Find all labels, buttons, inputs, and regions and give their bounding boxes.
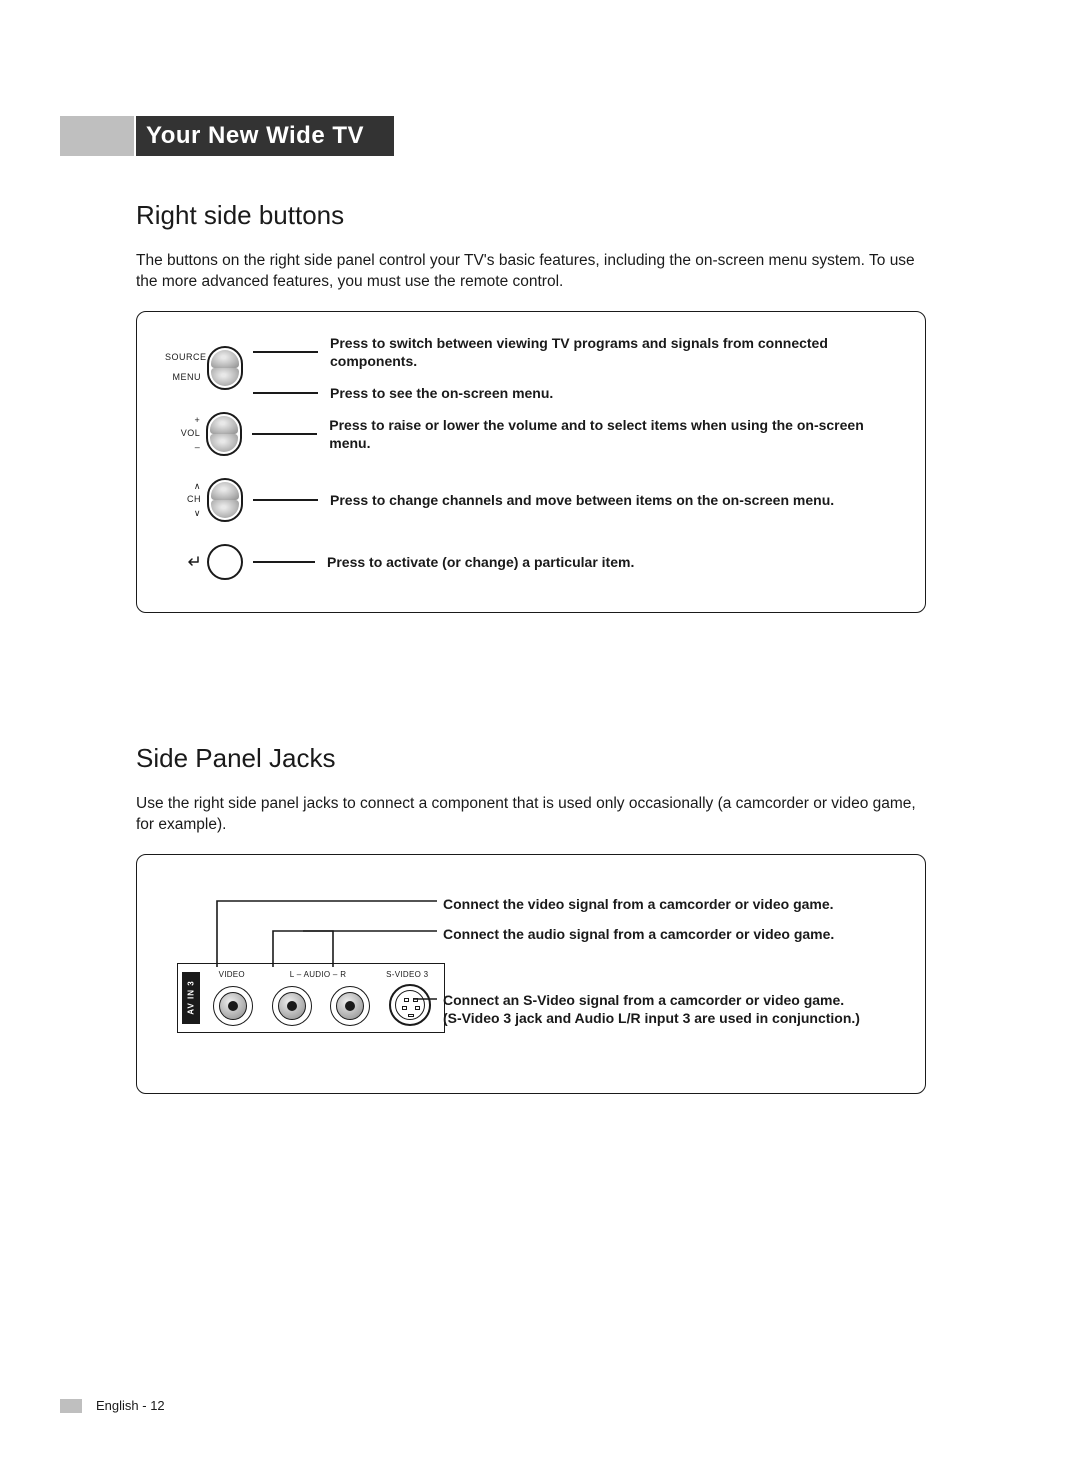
- label-source: SOURCE: [165, 351, 201, 365]
- footer-text: English - 12: [96, 1398, 165, 1413]
- leader-line: [253, 499, 318, 501]
- desc-menu: Press to see the on-screen menu.: [330, 384, 553, 402]
- desc-enter: Press to activate (or change) a particul…: [327, 553, 634, 571]
- desc-source: Press to switch between viewing TV progr…: [330, 334, 897, 370]
- enter-icon: [165, 556, 201, 568]
- av-in-3-label: AV IN 3: [182, 972, 200, 1024]
- section-intro-side-panel-jacks: Use the right side panel jacks to connec…: [136, 794, 926, 836]
- vol-button: [206, 412, 242, 456]
- footer-grey-block: [60, 1399, 82, 1413]
- rca-jack-audio-l: [272, 986, 312, 1026]
- button-label-source-menu: SOURCE MENU: [165, 351, 201, 384]
- button-row-ch: ∧ CH ∨ Press to change channels and move…: [165, 474, 897, 526]
- jack-label-svideo: S-VIDEO 3: [377, 970, 438, 979]
- content-area: Right side buttons The buttons on the ri…: [136, 180, 926, 1094]
- desc-ch: Press to change channels and move betwee…: [330, 491, 834, 509]
- label-ch-down: ∨: [165, 507, 201, 521]
- svideo-jack: [389, 984, 431, 1026]
- page-footer: English - 12: [60, 1398, 165, 1413]
- title-grey-block: [60, 116, 134, 156]
- page-title: Your New Wide TV: [136, 116, 394, 156]
- label-ch-up: ∧: [165, 480, 201, 494]
- label-vol: VOL: [165, 427, 200, 441]
- desc-vol: Press to raise or lower the volume and t…: [329, 416, 897, 452]
- leader-line: [253, 392, 318, 394]
- jack-label-video: VIDEO: [204, 970, 260, 979]
- label-ch: CH: [165, 493, 201, 507]
- label-vol-plus: +: [165, 414, 200, 428]
- rca-jack-video: [213, 986, 253, 1026]
- jack-labels-row: VIDEO L – AUDIO – R S-VIDEO 3: [204, 970, 438, 979]
- label-menu: MENU: [165, 371, 201, 385]
- section-intro-right-side-buttons: The buttons on the right side panel cont…: [136, 251, 926, 293]
- buttons-diagram: SOURCE MENU Press to switch between view…: [136, 311, 926, 613]
- button-label-ch: ∧ CH ∨: [165, 480, 201, 521]
- jack-label-audio: L – AUDIO – R: [260, 970, 377, 979]
- jacks-diagram: Connect the video signal from a camcorde…: [136, 854, 926, 1094]
- button-row-vol: + VOL – Press to raise or lower the volu…: [165, 408, 897, 460]
- leader-line: [253, 351, 318, 353]
- button-label-vol: + VOL –: [165, 414, 200, 455]
- jacks-panel: AV IN 3 VIDEO L – AUDIO – R S-VIDEO 3: [177, 963, 445, 1033]
- ch-button: [207, 478, 243, 522]
- enter-button: [207, 544, 243, 580]
- source-menu-button: [207, 346, 243, 390]
- label-vol-minus: –: [165, 441, 200, 455]
- rca-jack-audio-r: [330, 986, 370, 1026]
- section-title-side-panel-jacks: Side Panel Jacks: [136, 743, 926, 774]
- button-row-enter: Press to activate (or change) a particul…: [165, 540, 897, 584]
- leader-line: [253, 561, 315, 563]
- section-title-right-side-buttons: Right side buttons: [136, 200, 926, 231]
- leader-line: [252, 433, 317, 435]
- button-row-source-menu: SOURCE MENU Press to switch between view…: [165, 342, 897, 394]
